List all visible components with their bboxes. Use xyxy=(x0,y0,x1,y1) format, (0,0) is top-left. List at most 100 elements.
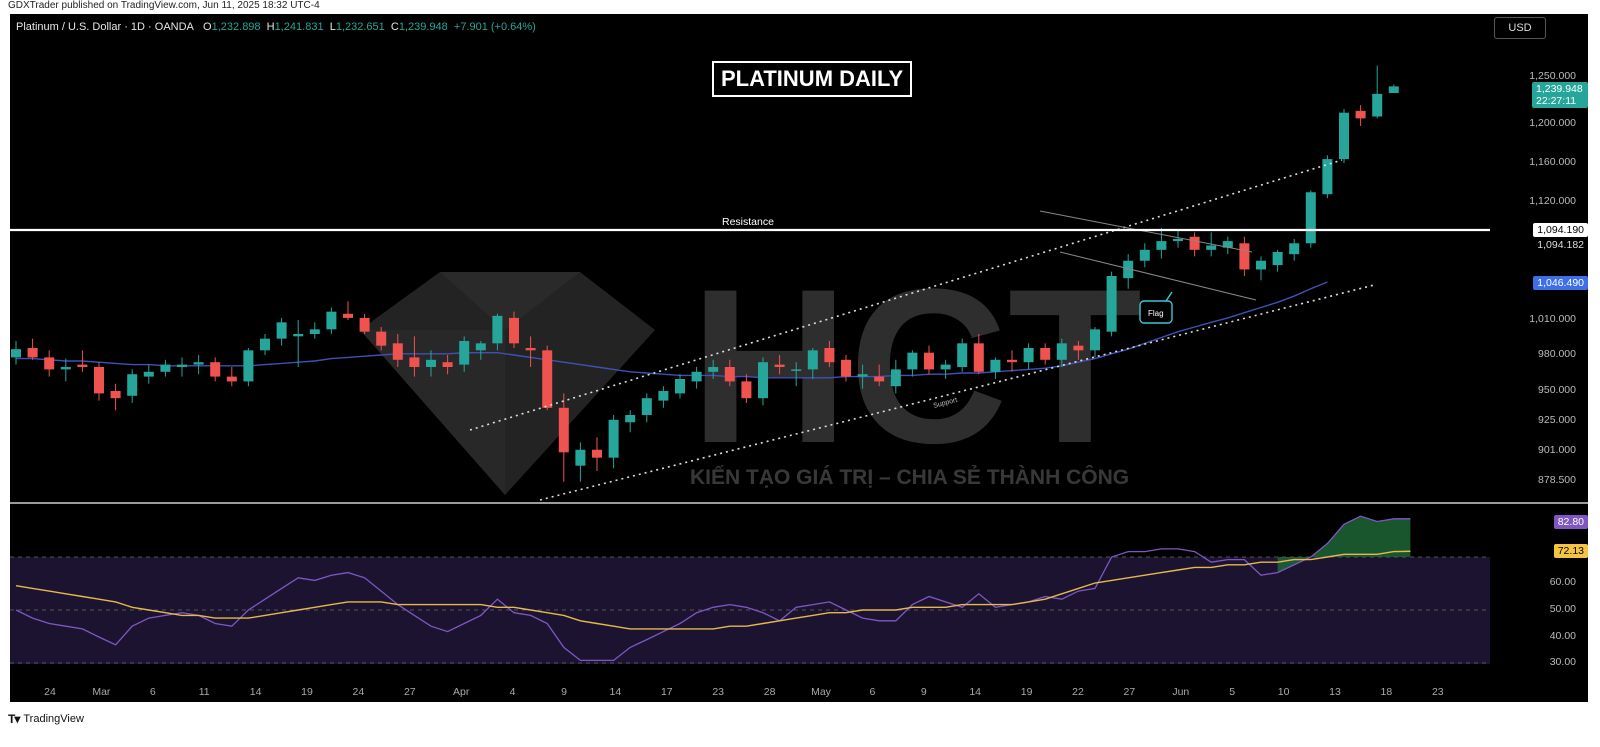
candle-body xyxy=(724,367,735,382)
candle-body xyxy=(1189,236,1200,250)
last-price-value: 1,239.948 xyxy=(1536,83,1583,95)
time-tick-label: 22 xyxy=(1072,686,1084,698)
candle-body xyxy=(1173,238,1183,242)
time-tick-label: 6 xyxy=(869,686,876,698)
flag-lower-line[interactable] xyxy=(1059,251,1257,301)
tradingview-logo-icon: T▾ xyxy=(8,712,20,726)
time-tick-label: 27 xyxy=(403,686,416,698)
candle-body xyxy=(708,367,719,372)
candle-body xyxy=(409,357,420,367)
channel-upper-line[interactable] xyxy=(469,159,1343,431)
candle-body xyxy=(990,359,1001,372)
candle-body xyxy=(608,419,619,458)
candle-body xyxy=(1106,275,1117,332)
candle-body xyxy=(575,449,586,466)
time-tick-label: May xyxy=(811,686,831,698)
ma-line xyxy=(16,281,1328,379)
rsi-grid xyxy=(10,556,1490,664)
candle-body xyxy=(675,379,685,394)
candle-body xyxy=(44,357,55,370)
time-tick-label: 14 xyxy=(249,686,262,698)
rsi-overbought-fill xyxy=(1277,516,1411,573)
symbol-header: Platinum / U.S. Dollar · 1D · OANDA O1,2… xyxy=(16,21,536,33)
candle-body xyxy=(807,350,818,370)
candle-body xyxy=(857,374,868,377)
candle-body xyxy=(143,371,154,377)
candle-body xyxy=(1007,359,1017,363)
rsi-tick-label: 50.00 xyxy=(1549,603,1576,615)
candle-body xyxy=(592,449,602,458)
flag-upper-line[interactable] xyxy=(1039,210,1253,253)
rsi-tick-label: 60.00 xyxy=(1549,576,1576,588)
candle-body xyxy=(1256,260,1266,270)
candle-body xyxy=(924,352,934,370)
open-value: 1,232.898 xyxy=(211,21,261,33)
candle-body xyxy=(890,369,901,387)
high-label: H xyxy=(266,21,275,33)
candle-body xyxy=(758,362,768,399)
candle-body xyxy=(94,367,104,394)
candle-body xyxy=(1388,86,1399,93)
candle-body xyxy=(392,343,403,360)
price-tick-label: 1,250.000 xyxy=(1529,70,1576,82)
candle-body xyxy=(691,371,702,382)
footer-brand: TradingView xyxy=(23,713,84,725)
candle-body xyxy=(276,322,287,339)
footer[interactable]: T▾ TradingView xyxy=(8,712,84,726)
currency-button[interactable]: USD xyxy=(1494,17,1546,39)
price-tick-label: 901.000 xyxy=(1538,444,1576,456)
candle-body xyxy=(492,315,503,344)
candle-body xyxy=(1073,345,1084,351)
candle-body xyxy=(542,350,553,408)
open-label: O xyxy=(203,21,212,33)
price-tick-label: 925.000 xyxy=(1538,414,1576,426)
watermark-diamond-icon xyxy=(360,272,655,495)
candle-body xyxy=(1206,245,1217,250)
candle-body xyxy=(309,329,320,334)
candle-body xyxy=(940,364,951,370)
time-tick-label: 23 xyxy=(1431,686,1444,698)
time-tick-label: 13 xyxy=(1329,686,1341,698)
candle-body xyxy=(1239,243,1250,270)
candle-body xyxy=(226,376,237,382)
price-tick-label: 1,010.000 xyxy=(1529,313,1576,325)
candle-body xyxy=(1139,249,1150,261)
time-tick-label: 5 xyxy=(1229,686,1236,698)
candle-body xyxy=(177,364,187,367)
candle-body xyxy=(376,331,387,346)
time-tick-label: 23 xyxy=(712,686,725,698)
candle-body xyxy=(127,374,138,396)
time-tick-label: 10 xyxy=(1277,686,1290,698)
resistance-tag-b: 1,094.182 xyxy=(1533,238,1588,252)
rsi-tick-label: 40.00 xyxy=(1549,630,1576,642)
candle-body xyxy=(77,364,88,367)
candle-body xyxy=(841,359,851,377)
time-tick-label: 11 xyxy=(198,686,210,698)
flag-label: Flag xyxy=(1148,309,1164,318)
candle-body xyxy=(1222,241,1233,248)
price-tick-label: 878.500 xyxy=(1538,474,1576,486)
chart-title: PLATINUM DAILY xyxy=(712,61,913,97)
time-tick-label: 6 xyxy=(149,686,156,698)
price-tick-label: 980.000 xyxy=(1538,348,1576,360)
candle-body xyxy=(260,338,270,351)
candle-body xyxy=(1056,343,1067,360)
candle-body xyxy=(625,415,636,423)
candle-body xyxy=(459,341,470,365)
rsi-ma-tag: 72.13 xyxy=(1553,544,1588,558)
time-tick-label: 24 xyxy=(44,686,56,698)
candle-body xyxy=(27,348,38,358)
candle-body xyxy=(874,376,885,382)
candle-body xyxy=(824,348,835,363)
low-value: 1,232.651 xyxy=(335,21,385,33)
flag-callout[interactable]: Flag xyxy=(1139,291,1173,324)
candle-body xyxy=(442,362,453,367)
candle-body xyxy=(293,334,304,337)
candle-body xyxy=(1372,93,1383,117)
candles xyxy=(11,65,1399,482)
candle-body xyxy=(741,381,752,399)
candle-body xyxy=(525,348,536,351)
candle-body xyxy=(110,391,121,399)
candle-body xyxy=(907,352,918,370)
